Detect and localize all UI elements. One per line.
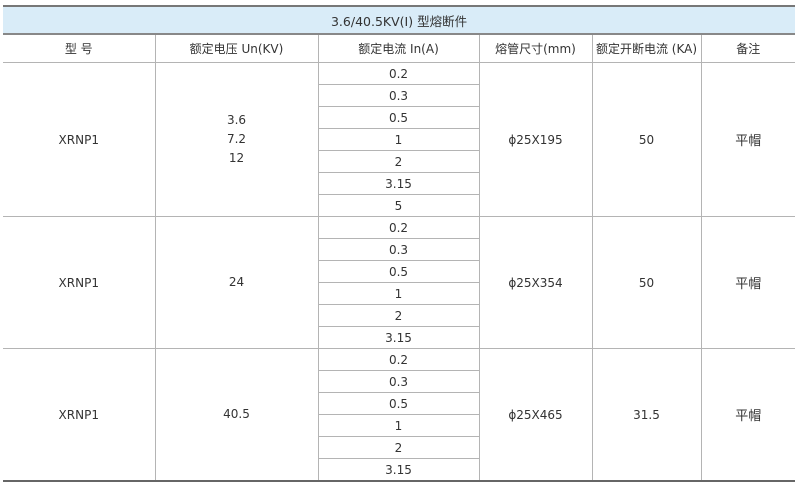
fuse-spec-table: 3.6/40.5KV(I) 型熔断件 型 号 额定电压 Un(KV) 额定电流 … xyxy=(3,5,796,482)
current-cell: 5 xyxy=(317,194,480,217)
header-model: 型 号 xyxy=(3,33,156,63)
note-cell: 平帽 xyxy=(700,62,796,217)
current-cell: 2 xyxy=(317,436,480,459)
table-row: 0.5 xyxy=(3,392,795,415)
breaking-current-cell: 31.5 xyxy=(591,348,702,482)
table-row: XRNP1 40.5 0.2 ϕ25X465 31.5 平帽 xyxy=(3,348,796,482)
table-row: 2 xyxy=(3,436,795,459)
voltage-value: 12 xyxy=(228,151,245,165)
tube-size-cell: ϕ25X354 xyxy=(478,216,593,349)
voltage-value: 3.6 xyxy=(226,113,247,127)
tube-size-cell: ϕ25X195 xyxy=(478,62,593,217)
current-cell: 1 xyxy=(317,414,480,437)
current-cell: 1 xyxy=(317,128,480,151)
voltage-value: 40.5 xyxy=(223,407,250,421)
current-cell: 2 xyxy=(317,304,480,327)
model-cell: XRNP1 xyxy=(3,348,156,482)
table-row: 3.15 xyxy=(3,458,795,482)
note-cell: 平帽 xyxy=(700,216,796,349)
table-row: XRNP1 3.6 7.2 12 0.2 ϕ25X195 50 平帽 xyxy=(3,62,796,217)
current-cell: 0.5 xyxy=(317,392,480,415)
current-cell: 3.15 xyxy=(317,326,480,349)
header-breaking-current: 额定开断电流 (KA) xyxy=(591,33,702,63)
voltage-value: 24 xyxy=(228,275,245,289)
note-cell: 平帽 xyxy=(700,348,796,482)
model-cell: XRNP1 xyxy=(3,62,156,217)
header-current: 额定电流 In(A) xyxy=(317,33,480,63)
breaking-current-cell: 50 xyxy=(591,62,702,217)
current-cell: 0.2 xyxy=(317,348,480,371)
current-cell: 0.3 xyxy=(317,370,480,393)
current-cell: 0.5 xyxy=(317,106,480,129)
current-cell: 3.15 xyxy=(317,458,480,482)
breaking-current-cell: 50 xyxy=(591,216,702,349)
voltage-cell: 40.5 xyxy=(154,348,319,482)
current-cell: 0.5 xyxy=(317,260,480,283)
current-cell: 3.15 xyxy=(317,172,480,195)
header-voltage: 额定电压 Un(KV) xyxy=(154,33,319,63)
voltage-value: 7.2 xyxy=(226,132,247,146)
current-cell: 0.3 xyxy=(317,84,480,107)
header-tube-size: 熔管尺寸(mm) xyxy=(478,33,593,63)
table-row: XRNP1 24 0.2 ϕ25X354 50 平帽 xyxy=(3,216,796,349)
model-cell: XRNP1 xyxy=(3,216,156,349)
current-cell: 0.2 xyxy=(317,62,480,85)
current-cell: 2 xyxy=(317,150,480,173)
current-cell: 0.2 xyxy=(317,216,480,239)
current-cell: 1 xyxy=(317,282,480,305)
tube-size-cell: ϕ25X465 xyxy=(478,348,593,482)
voltage-cell: 3.6 7.2 12 xyxy=(154,62,319,217)
voltage-cell: 24 xyxy=(154,216,319,349)
current-cell: 0.3 xyxy=(317,238,480,261)
table-title: 3.6/40.5KV(I) 型熔断件 xyxy=(3,5,796,35)
header-note: 备注 xyxy=(700,33,796,63)
